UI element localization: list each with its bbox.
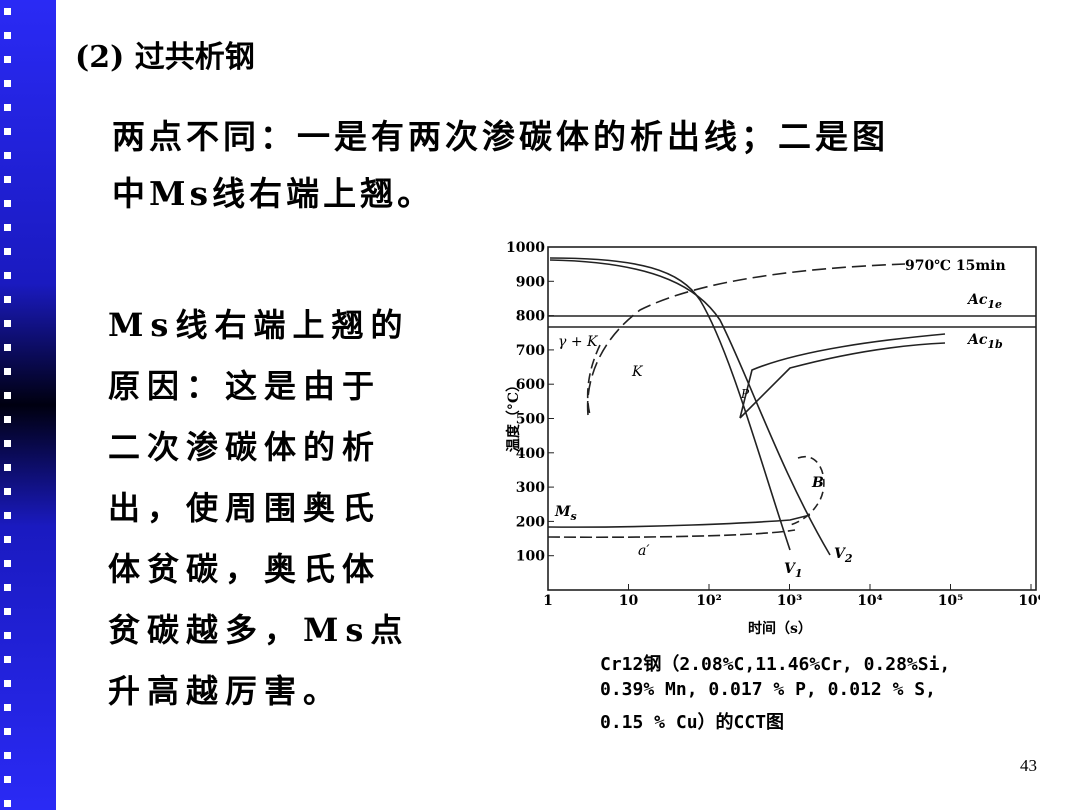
y-tick-label: 100	[516, 549, 545, 565]
figure-caption: 0.15 % Cu）的CCT图	[600, 712, 785, 733]
y-tick-label: 400	[516, 446, 545, 462]
side-text-line: 原因：这是由于	[108, 367, 382, 405]
y-tick-label: 200	[516, 514, 545, 530]
curve-label: V1	[784, 561, 803, 580]
x-tick-label: 10⁶	[1018, 593, 1040, 609]
figure-caption: Cr12钢（2.08%C,11.46%Cr, 0.28%Si,	[600, 654, 951, 675]
x-tick-label: 10	[619, 593, 639, 609]
x-tick-label: 10⁵	[938, 593, 964, 609]
paragraph-line: 中Ms线右端上翘。	[112, 174, 435, 213]
label-main: V	[834, 546, 847, 562]
label-main: Ac	[966, 332, 988, 348]
y-tick-label: 800	[516, 309, 545, 325]
curve-label: Ac1b	[966, 332, 1003, 351]
side-text-line: 出，使周围奥氏	[108, 489, 382, 527]
side-text-line: 体贫碳，奥氏体	[108, 550, 382, 588]
paragraph-line: 两点不同：一是有两次渗碳体的析出线；二是图	[112, 117, 889, 156]
cct-figure: 1000 900 800 700 600 500 400 300 200 100 1 10 10² 10³…	[505, 240, 1040, 637]
side-text-line: 升高越厉害。	[108, 672, 343, 710]
y-tick-label: 1000	[506, 240, 545, 256]
x-tick-label: 1	[543, 593, 553, 609]
x-tick-label: 10²	[696, 593, 722, 609]
heading: (2) 过共析钢	[75, 40, 255, 75]
x-axis-label: 时间（s）	[748, 620, 812, 637]
side-text-line: 二次渗碳体的析	[108, 428, 382, 466]
curve-label: P	[740, 387, 750, 401]
y-tick-label: 300	[516, 480, 545, 496]
curve-label: a′	[638, 543, 650, 559]
label-main: V	[784, 561, 797, 577]
x-tick-label: 10³	[777, 593, 803, 609]
curve-label: Ac1e	[966, 292, 1002, 311]
curve-label: V2	[834, 546, 853, 565]
label-sub: 1e	[987, 298, 1002, 311]
side-bar	[0, 0, 56, 810]
label-sub: 1	[795, 567, 803, 580]
page-number: 43	[1020, 756, 1037, 775]
y-axis-label: 温度（°C）	[505, 378, 522, 452]
side-text-line: Ms线右端上翘的	[108, 306, 410, 344]
y-tick-label: 500	[516, 412, 545, 428]
curve-label: B	[811, 475, 824, 491]
figure-caption: 0.39% Mn, 0.017 % P, 0.012 % S,	[600, 679, 936, 700]
curve-label: Ms	[554, 504, 577, 523]
curve-label: γ + K	[558, 334, 599, 350]
label-main: Ac	[966, 292, 988, 308]
label-main: M	[554, 504, 571, 520]
label-sub: 1b	[987, 338, 1003, 351]
y-tick-label: 700	[516, 343, 545, 359]
curve-label: K	[631, 364, 644, 380]
y-tick-label: 900	[516, 274, 545, 290]
side-text-line: 贫碳越多，Ms点	[108, 611, 410, 649]
y-tick-label: 600	[516, 377, 545, 393]
label-sub: s	[571, 510, 577, 523]
curve-label: 970℃ 15min	[905, 258, 1006, 274]
x-tick-label: 10⁴	[857, 593, 883, 609]
label-sub: 2	[844, 552, 853, 565]
